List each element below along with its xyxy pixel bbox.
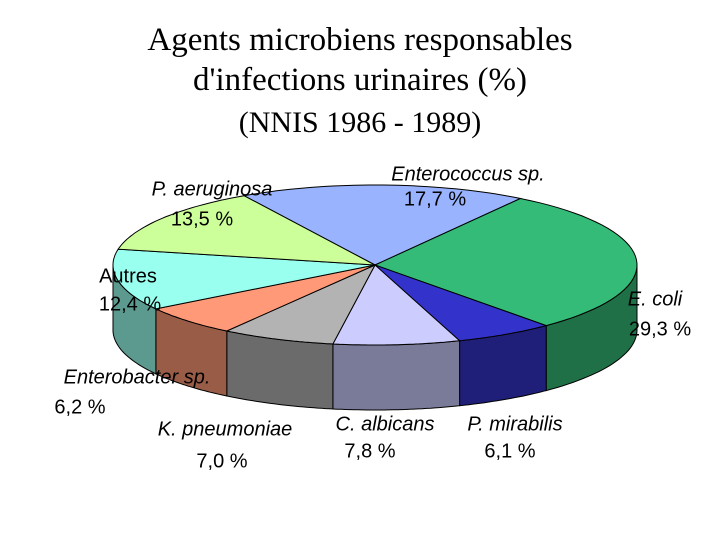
slice-label: P. mirabilis xyxy=(467,413,562,435)
chart-subtitle: (NNIS 1986 - 1989) xyxy=(238,106,482,139)
slice-label: C. albicans xyxy=(336,413,435,435)
slice-side xyxy=(332,340,461,411)
value-label: 7,0 % xyxy=(196,450,247,472)
value-label: 17,7 % xyxy=(404,188,466,210)
slice xyxy=(225,263,377,345)
slice-label: E. coli xyxy=(628,288,683,310)
slice-label: K. pneumoniae xyxy=(158,418,293,440)
slice-label: Enterococcus sp. xyxy=(391,163,544,185)
value-label: 13,5 % xyxy=(171,208,233,230)
slice-label: Enterobacter sp. xyxy=(64,366,211,388)
slice xyxy=(112,248,376,310)
value-label: 6,1 % xyxy=(484,440,535,462)
value-label: 7,8 % xyxy=(344,440,395,462)
value-label: 12,4 % xyxy=(99,293,161,315)
slice-label: P. aeruginosa xyxy=(152,178,273,200)
slice-label: Autres xyxy=(99,265,157,287)
value-label: 29,3 % xyxy=(629,318,691,340)
value-label: 6,2 % xyxy=(54,396,105,418)
chart-title: Agents microbiens responsables d'infecti… xyxy=(147,22,573,98)
slice xyxy=(374,264,548,342)
slice xyxy=(373,197,638,327)
slice xyxy=(117,195,376,266)
slice xyxy=(154,264,376,332)
slice xyxy=(242,184,523,266)
